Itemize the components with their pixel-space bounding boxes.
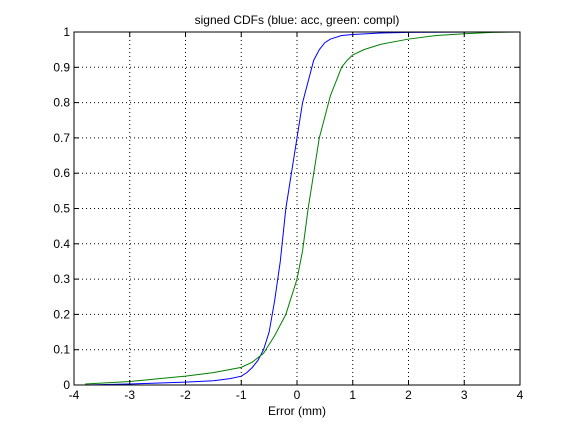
y-tick-label: 0.8 xyxy=(53,96,70,110)
series-line-1 xyxy=(85,31,481,386)
x-tick-label: -3 xyxy=(124,388,135,402)
x-axis-label: Error (mm) xyxy=(268,404,326,418)
y-tick-label: 0.5 xyxy=(53,202,70,216)
series-line-2 xyxy=(85,31,521,385)
y-tick-label: 0.2 xyxy=(53,307,70,321)
x-tick-label: -1 xyxy=(236,388,247,402)
x-tick-label: 3 xyxy=(461,388,468,402)
series-lines xyxy=(85,31,521,386)
y-tick-label: 0.6 xyxy=(53,166,70,180)
grid-lines xyxy=(74,32,520,385)
x-tick-label: 1 xyxy=(349,388,356,402)
y-tick-label: 0.7 xyxy=(53,131,70,145)
x-tick-label: 0 xyxy=(294,388,301,402)
tick-labels: -4 -3 -2 -1 0 1 2 3 4 0 0.1 0.2 0.3 0.4 0.5 0.6 0.7 0.8 0.… xyxy=(53,25,523,402)
y-tick-label: 0.9 xyxy=(53,60,70,74)
y-tick-label: 0.3 xyxy=(53,272,70,286)
chart-title: signed CDFs (blue: acc, green: compl) xyxy=(195,13,400,27)
y-tick-label: 0.4 xyxy=(53,237,70,251)
y-tick-label: 0 xyxy=(63,378,70,392)
x-tick-label: 4 xyxy=(517,388,524,402)
x-tick-label: 2 xyxy=(405,388,412,402)
axis-ticks xyxy=(73,31,521,386)
x-tick-label: -4 xyxy=(69,388,80,402)
y-tick-label: 1 xyxy=(63,25,70,39)
y-tick-label: 0.1 xyxy=(53,343,70,357)
x-tick-label: -2 xyxy=(180,388,191,402)
